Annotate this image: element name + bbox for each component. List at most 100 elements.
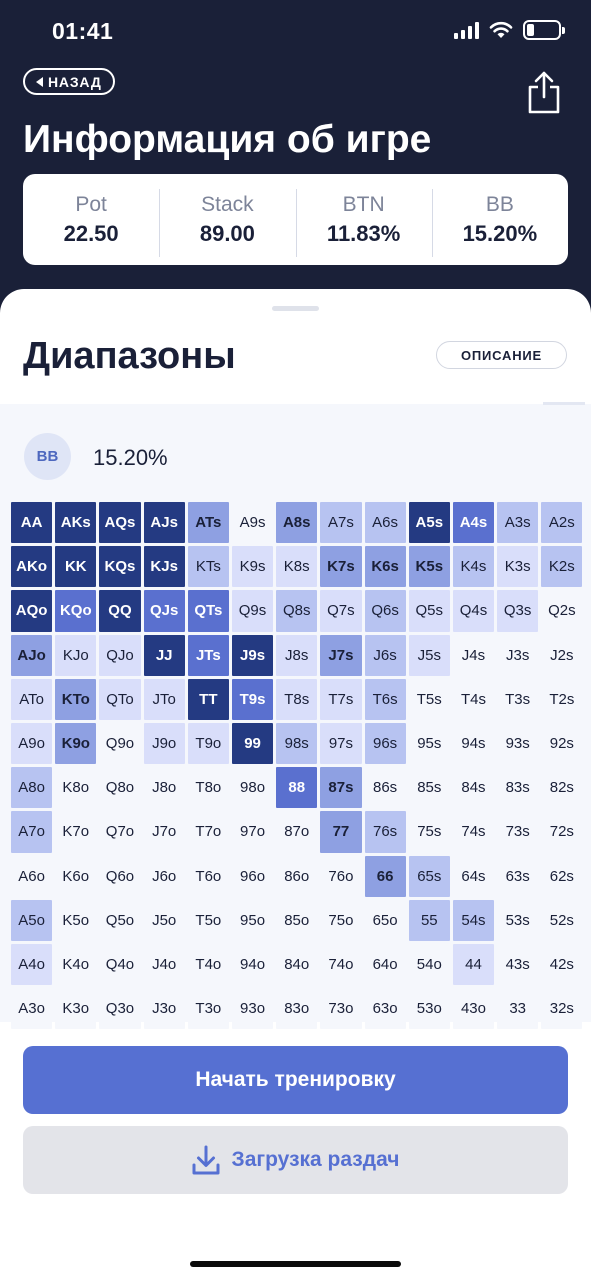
hand-cell[interactable]: A6s: [364, 502, 406, 544]
hand-cell[interactable]: 95s: [408, 722, 450, 765]
hand-cell[interactable]: K2s: [541, 546, 583, 588]
hand-cell[interactable]: K9o: [55, 722, 97, 765]
hand-cell[interactable]: Q4s: [452, 590, 495, 632]
hand-cell[interactable]: AQo: [11, 590, 53, 632]
hand-cell[interactable]: A3o: [11, 988, 53, 1030]
hand-cell[interactable]: J6o: [143, 855, 185, 897]
hand-cell[interactable]: T8o: [187, 767, 229, 809]
hand-cell[interactable]: QTo: [99, 678, 141, 720]
hand-cell[interactable]: A4s: [452, 502, 495, 544]
hand-cell[interactable]: K7o: [55, 811, 97, 853]
hand-cell[interactable]: 87s: [320, 767, 362, 809]
hand-cell[interactable]: T6s: [364, 678, 406, 720]
hand-cell[interactable]: 76o: [320, 855, 362, 897]
hand-cell[interactable]: K4s: [452, 546, 495, 588]
hand-cell[interactable]: 86s: [364, 767, 406, 809]
hand-cell[interactable]: K9s: [231, 546, 274, 588]
hand-cell[interactable]: T7o: [187, 811, 229, 853]
hand-cell[interactable]: 93o: [231, 988, 274, 1030]
hand-cell[interactable]: ATo: [11, 678, 53, 720]
hand-cell[interactable]: AJs: [143, 502, 185, 544]
hand-cell[interactable]: K4o: [55, 943, 97, 986]
hand-cell[interactable]: K3o: [55, 988, 97, 1030]
hand-cell[interactable]: ATs: [187, 502, 229, 544]
hand-cell[interactable]: J5s: [408, 634, 450, 676]
hand-cell[interactable]: 84s: [452, 767, 495, 809]
hand-cell[interactable]: T9s: [231, 678, 274, 720]
hand-cell[interactable]: 72s: [541, 811, 583, 853]
position-avatar[interactable]: BB: [24, 433, 71, 480]
hand-cell[interactable]: 43o: [452, 988, 495, 1030]
hand-cell[interactable]: J8o: [143, 767, 185, 809]
hand-cell[interactable]: AJo: [11, 634, 53, 676]
hand-cell[interactable]: 62s: [541, 855, 583, 897]
hand-cell[interactable]: TT: [187, 678, 229, 720]
description-button[interactable]: ОПИСАНИЕ: [435, 341, 567, 369]
hand-cell[interactable]: A5o: [11, 899, 53, 941]
hand-cell[interactable]: A8o: [11, 767, 53, 809]
hand-cell[interactable]: 66: [364, 855, 406, 897]
hand-cell[interactable]: 97o: [231, 811, 274, 853]
hand-cell[interactable]: K3s: [497, 546, 539, 588]
hand-cell[interactable]: J4s: [452, 634, 495, 676]
hand-cell[interactable]: 83s: [497, 767, 539, 809]
hand-cell[interactable]: T9o: [187, 722, 229, 765]
hand-cell[interactable]: KK: [55, 546, 97, 588]
hand-cell[interactable]: 87o: [276, 811, 318, 853]
hand-cell[interactable]: KTo: [55, 678, 97, 720]
hand-cell[interactable]: JJ: [143, 634, 185, 676]
hand-cell[interactable]: 85o: [276, 899, 318, 941]
hand-cell[interactable]: T5o: [187, 899, 229, 941]
hand-cell[interactable]: 96s: [364, 722, 406, 765]
hand-cell[interactable]: 54s: [452, 899, 495, 941]
start-training-button[interactable]: Начать тренировку: [23, 1046, 568, 1114]
hand-cell[interactable]: K6o: [55, 855, 97, 897]
hand-cell[interactable]: 77: [320, 811, 362, 853]
hand-cell[interactable]: A2s: [541, 502, 583, 544]
hand-cell[interactable]: J9s: [231, 634, 274, 676]
hand-cell[interactable]: 83o: [276, 988, 318, 1030]
hand-cell[interactable]: 74s: [452, 811, 495, 853]
hand-cell[interactable]: KQo: [55, 590, 97, 632]
hand-cell[interactable]: A9o: [11, 722, 53, 765]
hand-cell[interactable]: QJo: [99, 634, 141, 676]
hand-cell[interactable]: 85s: [408, 767, 450, 809]
hand-cell[interactable]: 75o: [320, 899, 362, 941]
hand-cell[interactable]: J6s: [364, 634, 406, 676]
hand-cell[interactable]: 53o: [408, 988, 450, 1030]
hand-cell[interactable]: 86o: [276, 855, 318, 897]
hand-cell[interactable]: Q9s: [231, 590, 274, 632]
hand-cell[interactable]: 65o: [364, 899, 406, 941]
hand-cell[interactable]: 97s: [320, 722, 362, 765]
hand-cell[interactable]: QTs: [187, 590, 229, 632]
hand-cell[interactable]: Q8o: [99, 767, 141, 809]
hand-cell[interactable]: 64o: [364, 943, 406, 986]
hand-cell[interactable]: T3o: [187, 988, 229, 1030]
hand-cell[interactable]: K8o: [55, 767, 97, 809]
hand-cell[interactable]: J5o: [143, 899, 185, 941]
hand-cell[interactable]: 73o: [320, 988, 362, 1030]
hand-cell[interactable]: 73s: [497, 811, 539, 853]
hand-cell[interactable]: KQs: [99, 546, 141, 588]
hand-cell[interactable]: A8s: [276, 502, 318, 544]
hand-cell[interactable]: Q8s: [276, 590, 318, 632]
hand-cell[interactable]: KJo: [55, 634, 97, 676]
hand-cell[interactable]: Q4o: [99, 943, 141, 986]
hand-cell[interactable]: A9s: [231, 502, 274, 544]
hand-cell[interactable]: 94s: [452, 722, 495, 765]
hand-cell[interactable]: AQs: [99, 502, 141, 544]
hand-cell[interactable]: J8s: [276, 634, 318, 676]
hand-cell[interactable]: K5s: [408, 546, 450, 588]
hand-cell[interactable]: T4s: [452, 678, 495, 720]
hand-cell[interactable]: T2s: [541, 678, 583, 720]
hand-cell[interactable]: 42s: [541, 943, 583, 986]
hand-cell[interactable]: T4o: [187, 943, 229, 986]
hand-cell[interactable]: 43s: [497, 943, 539, 986]
hand-cell[interactable]: 92s: [541, 722, 583, 765]
hand-cell[interactable]: 95o: [231, 899, 274, 941]
hand-cell[interactable]: 94o: [231, 943, 274, 986]
hand-cell[interactable]: 84o: [276, 943, 318, 986]
hand-cell[interactable]: Q3o: [99, 988, 141, 1030]
hand-cell[interactable]: 33: [497, 988, 539, 1030]
hand-cell[interactable]: AA: [11, 502, 53, 544]
